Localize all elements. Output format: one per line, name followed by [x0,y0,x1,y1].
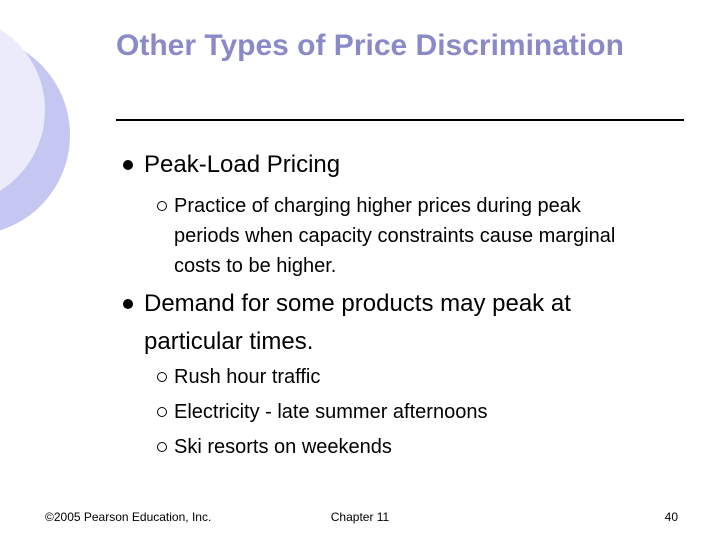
sub-bullet-text: Practice of charging higher prices durin… [174,195,616,277]
bullet-text: Demand for some products may peak at par… [144,290,571,355]
sub-bullet [157,372,167,382]
bullet [123,160,133,170]
sub-bullet-text: Rush hour traffic [174,366,321,388]
sub-bullet [157,201,167,211]
sub-bullet-text: Ski resorts on weekends [174,436,392,458]
footer-center: Chapter 11 [330,510,390,524]
decoration [0,29,70,231]
sub-bullet [157,442,167,452]
bullet [123,299,133,309]
page-number: 40 [664,510,678,524]
bullet-text: Peak-Load Pricing [144,151,341,178]
footer-left: ©2005 Pearson Education, Inc. [45,510,212,524]
title-rule [116,119,684,121]
sub-bullet [157,407,167,417]
title: Other Types of Price Discrimination [116,29,624,62]
sub-bullet-text: Electricity - late summer afternoons [174,401,488,423]
